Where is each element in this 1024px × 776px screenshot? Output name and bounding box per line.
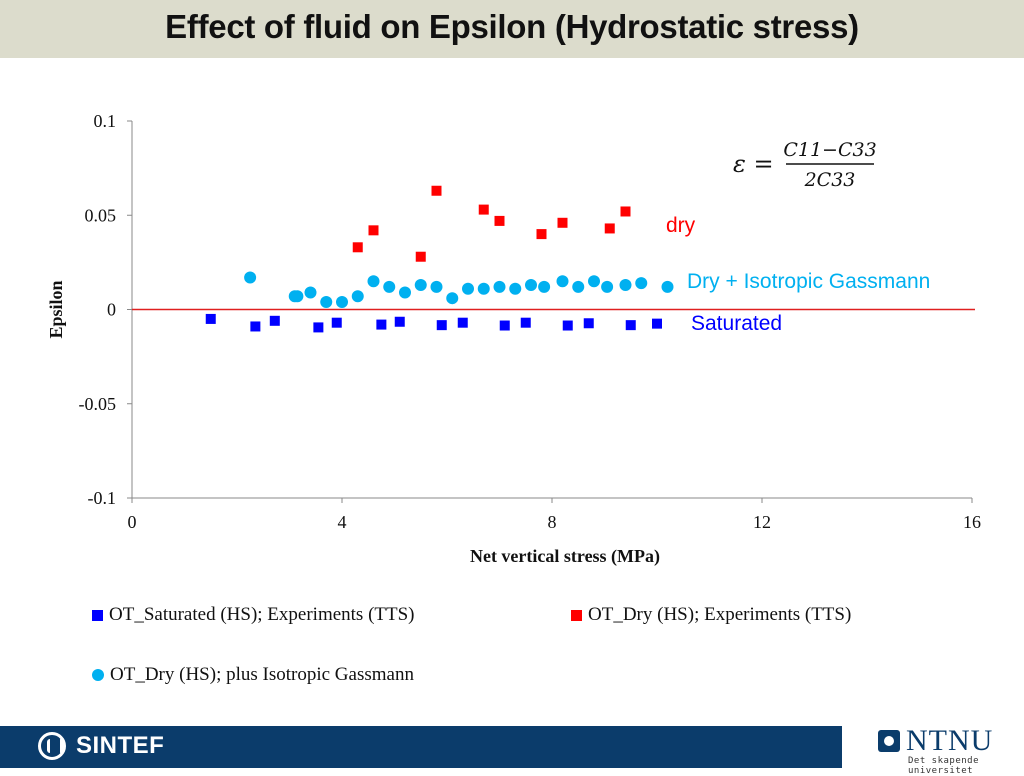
data-point-circle-s2	[493, 280, 506, 293]
ntnu-logo-text: NTNU	[906, 724, 994, 757]
x-axis-title: Net vertical stress (MPa)	[470, 546, 660, 567]
data-point-square-s0	[250, 321, 261, 332]
data-point-circle-s2	[635, 277, 648, 290]
title-bar: Effect of fluid on Epsilon (Hydrostatic …	[0, 0, 1024, 58]
ntnu-logo-icon	[878, 730, 900, 752]
data-point-square-s1	[415, 251, 426, 262]
data-point-square-s0	[652, 318, 662, 329]
data-point-circle-s2	[477, 282, 490, 295]
ntnu-tagline: Det skapende universitet	[908, 756, 980, 776]
data-point-circle-s2	[538, 280, 551, 293]
data-point-square-s0	[436, 320, 447, 331]
data-point-circle-s2	[509, 282, 522, 295]
data-point-square-s1	[604, 223, 615, 234]
data-point-circle-s2	[399, 286, 411, 299]
data-point-square-s1	[557, 217, 568, 228]
data-point-square-s1	[494, 215, 505, 226]
sintef-logo: SINTEF	[38, 732, 164, 760]
data-point-circle-s2	[291, 290, 304, 303]
data-point-square-s0	[205, 313, 216, 324]
ntnu-logo: NTNU Det skapende universitet	[876, 724, 1024, 776]
x-tick-label: 12	[753, 512, 771, 532]
data-point-circle-s2	[588, 275, 600, 288]
data-point-square-s1	[536, 229, 547, 240]
x-tick-label: 4	[338, 512, 347, 532]
data-point-square-s0	[562, 320, 573, 331]
data-point-square-s0	[313, 322, 324, 333]
footer-bar: SINTEF	[0, 726, 842, 768]
equation-numerator: C11−C33	[783, 139, 876, 161]
data-point-square-s0	[331, 317, 342, 328]
y-tick-label: -0.1	[88, 488, 117, 508]
data-point-square-s0	[376, 319, 387, 330]
y-tick-label: -0.05	[79, 394, 117, 414]
y-axis-title: Epsilon	[46, 280, 66, 338]
data-point-square-s0	[625, 320, 636, 331]
data-point-circle-s2	[661, 280, 674, 293]
data-point-circle-s2	[430, 280, 443, 293]
data-point-square-s1	[368, 225, 379, 236]
y-tick-label: 0.1	[94, 111, 117, 131]
y-tick-label: 0.05	[85, 205, 117, 225]
data-point-circle-s2	[351, 290, 364, 303]
data-point-square-s1	[620, 206, 631, 217]
data-point-circle-s2	[383, 280, 396, 293]
data-point-circle-s2	[446, 292, 459, 305]
data-point-square-s1	[352, 242, 363, 253]
legend-circle-marker	[92, 669, 104, 681]
slide-title: Effect of fluid on Epsilon (Hydrostatic …	[165, 8, 859, 45]
equation-denominator: 2C33	[804, 169, 856, 191]
x-tick-label: 0	[128, 512, 137, 532]
annotation-label: dry	[666, 214, 696, 237]
data-point-square-s0	[520, 317, 531, 328]
data-point-circle-s2	[525, 278, 537, 291]
annotation-label: Dry + Isotropic Gassmann	[687, 270, 930, 293]
scatter-chart: 0.1 0.05 0 -0.05 -0.1 0 4 8 12 16 Net vertical str…	[46, 111, 981, 567]
equation-lhs: ε =	[733, 150, 774, 178]
data-point-circle-s2	[572, 280, 585, 293]
sintef-logo-icon	[38, 732, 66, 760]
data-point-square-s0	[269, 315, 280, 326]
data-point-square-s0	[457, 317, 468, 328]
data-point-circle-s2	[304, 286, 317, 299]
data-point-square-s1	[431, 185, 442, 196]
legend-item-dry: OT_Dry (HS); Experiments (TTS)	[571, 604, 851, 626]
data-point-circle-s2	[336, 295, 348, 308]
data-point-circle-s2	[601, 280, 614, 293]
data-point-circle-s2	[320, 295, 333, 308]
legend-label: OT_Saturated (HS); Experiments (TTS)	[109, 604, 415, 625]
data-point-circle-s2	[462, 282, 474, 295]
x-tick-label: 8	[548, 512, 557, 532]
annotation-label: Saturated	[691, 312, 782, 335]
data-point-circle-s2	[619, 278, 632, 291]
x-tick-label: 16	[963, 512, 981, 532]
legend-label: OT_Dry (HS); plus Isotropic Gassmann	[110, 664, 414, 685]
legend-square-marker	[571, 609, 582, 621]
legend-square-marker	[92, 609, 103, 621]
data-point-square-s0	[394, 316, 405, 327]
legend-item-saturated: OT_Saturated (HS); Experiments (TTS)	[92, 604, 415, 626]
data-point-square-s1	[478, 204, 489, 215]
legend-item-gassmann: OT_Dry (HS); plus Isotropic Gassmann	[92, 664, 414, 686]
data-point-square-s0	[499, 320, 510, 331]
sintef-logo-text: SINTEF	[76, 732, 165, 759]
data-point-square-s0	[583, 318, 594, 329]
data-point-circle-s2	[556, 275, 569, 288]
data-point-circle-s2	[367, 275, 380, 288]
y-tick-label: 0	[107, 300, 116, 320]
data-point-circle-s2	[244, 271, 257, 284]
data-point-circle-s2	[414, 278, 427, 291]
legend-label: OT_Dry (HS); Experiments (TTS)	[588, 604, 852, 625]
